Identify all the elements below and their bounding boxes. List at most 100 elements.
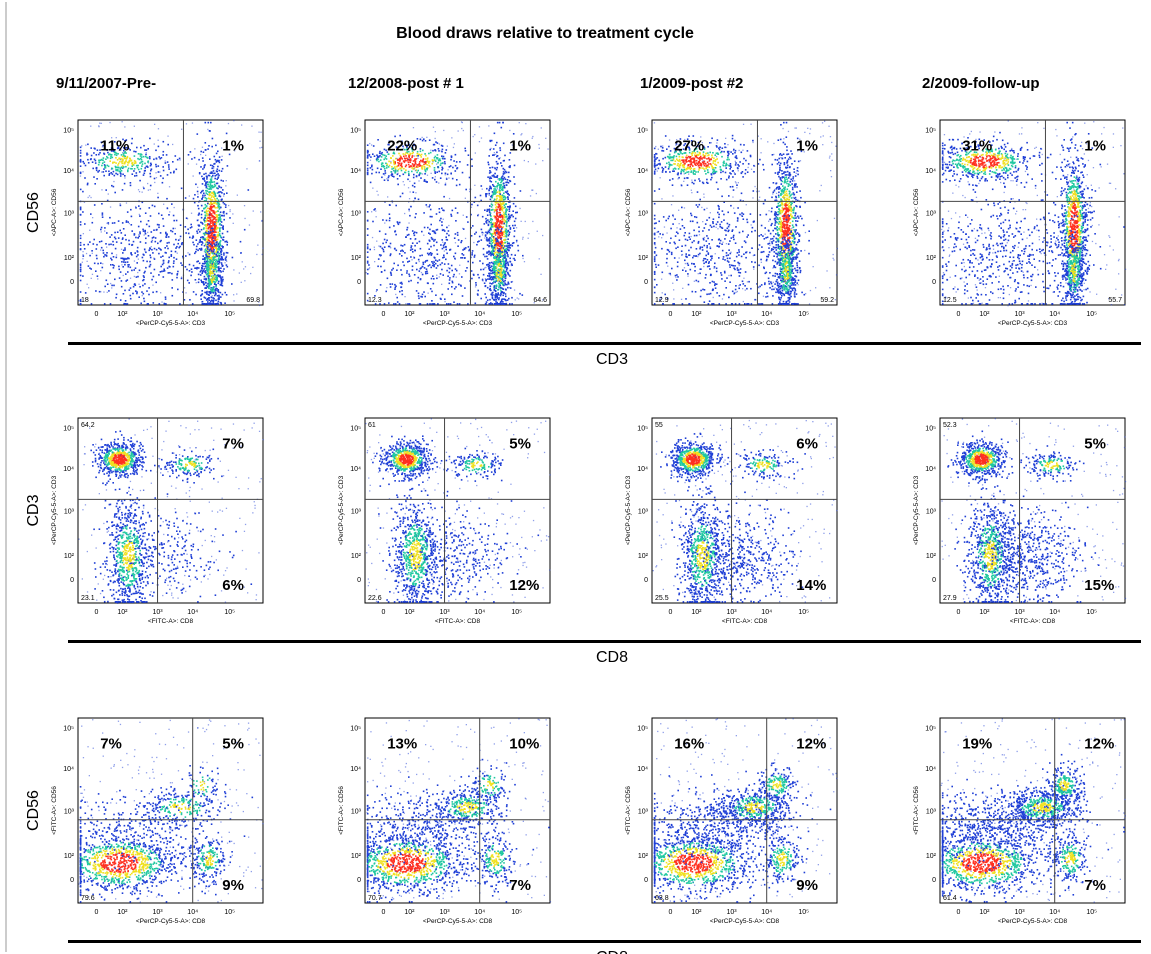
event-dot [501, 221, 503, 223]
event-dot [216, 246, 217, 247]
event-dot [503, 285, 505, 287]
event-dot [460, 285, 462, 287]
event-dot [110, 158, 112, 160]
event-dot [155, 150, 157, 152]
event-dot [379, 156, 380, 157]
event-dot [415, 192, 416, 193]
event-dot [519, 122, 520, 123]
event-dot [423, 291, 425, 293]
event-dot [508, 218, 510, 220]
event-dot [158, 253, 160, 255]
event-dot [434, 303, 436, 305]
event-dot [198, 208, 200, 210]
event-dot [154, 143, 155, 144]
event-dot [212, 138, 214, 140]
event-dot [210, 221, 212, 223]
event-dot [161, 301, 162, 302]
event-dot [136, 172, 138, 174]
event-dot [171, 255, 173, 257]
event-dot [489, 262, 491, 264]
event-dot [433, 261, 434, 262]
event-dot [216, 271, 218, 273]
event-dot [134, 252, 136, 254]
event-dot [490, 222, 492, 224]
event-dot [518, 298, 519, 299]
event-dot [92, 253, 93, 254]
event-dot [387, 278, 389, 280]
event-dot [116, 241, 118, 243]
event-dot [437, 142, 439, 144]
event-dot [522, 255, 524, 257]
event-dot [429, 166, 431, 168]
event-dot [189, 237, 191, 239]
event-dot [193, 198, 195, 200]
event-dot [502, 175, 504, 177]
event-dot [222, 156, 223, 157]
event-dot [396, 158, 397, 159]
event-dot [393, 225, 395, 227]
event-dot [130, 295, 132, 297]
event-dot [124, 304, 125, 305]
event-dot [434, 169, 436, 171]
event-dot [149, 173, 151, 175]
event-dot [472, 225, 474, 227]
event-dot [176, 274, 178, 276]
event-dot [110, 283, 111, 284]
event-dot [464, 257, 466, 259]
event-dot [104, 254, 106, 256]
event-dot [205, 190, 207, 192]
event-dot [141, 291, 143, 293]
event-dot [213, 218, 215, 220]
event-dot [130, 287, 132, 289]
event-dot [87, 284, 88, 285]
event-dot [232, 213, 233, 214]
event-dot [497, 227, 499, 229]
event-dot [427, 260, 429, 262]
event-dot [214, 277, 216, 279]
event-dot [462, 228, 463, 229]
event-dot [101, 165, 103, 167]
event-dot [445, 173, 447, 175]
event-dot [110, 258, 112, 260]
event-dot [474, 256, 476, 258]
event-dot [418, 199, 420, 201]
event-dot [449, 268, 451, 270]
event-dot [511, 297, 513, 299]
event-dot [411, 259, 412, 260]
event-dot [215, 240, 217, 242]
event-dot [218, 246, 220, 248]
event-dot [127, 164, 129, 166]
event-dot [208, 297, 210, 299]
event-dot [500, 214, 502, 216]
event-dot [445, 152, 447, 154]
event-dot [372, 221, 374, 223]
event-dot [494, 209, 496, 211]
event-dot [489, 278, 491, 280]
event-dot [431, 254, 433, 256]
event-dot [492, 191, 494, 193]
event-dot [246, 168, 247, 169]
event-dot [123, 259, 124, 260]
event-dot [206, 198, 208, 200]
event-dot [503, 160, 505, 162]
event-dot [216, 203, 218, 205]
event-dot [216, 244, 218, 246]
event-dot [423, 212, 425, 214]
event-dot [100, 262, 102, 264]
event-dot [420, 148, 422, 150]
event-dot [410, 247, 412, 249]
x-axis-label: <PerCP-Cy5-5-A>: CD3 [423, 320, 493, 327]
event-dot [160, 266, 162, 268]
event-dot [429, 161, 431, 163]
event-dot [90, 159, 92, 161]
event-dot [96, 248, 98, 250]
event-dot [166, 245, 168, 247]
event-dot [147, 166, 149, 168]
event-dot [140, 147, 142, 149]
event-dot [227, 231, 229, 233]
event-dot [374, 155, 376, 157]
event-dot [143, 275, 145, 277]
event-dot [200, 241, 202, 243]
event-dot [103, 168, 105, 170]
event-dot [445, 174, 446, 175]
